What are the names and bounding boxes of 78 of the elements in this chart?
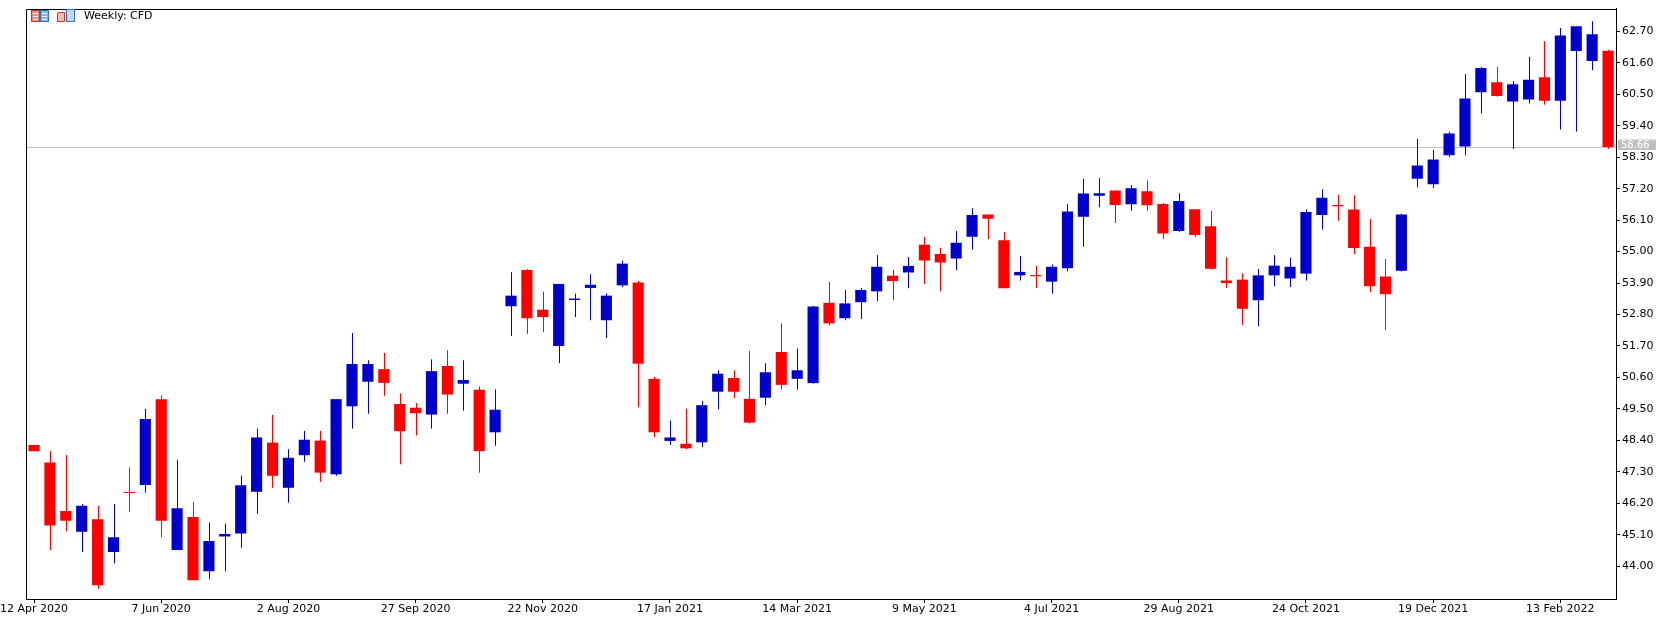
y-tick-label: 44.00 bbox=[1622, 558, 1654, 572]
candlestick bbox=[1507, 80, 1519, 150]
y-tick-label: 60.50 bbox=[1622, 87, 1654, 101]
candlestick bbox=[982, 213, 994, 240]
candlestick bbox=[1093, 177, 1105, 208]
candlestick bbox=[298, 430, 310, 463]
candlestick bbox=[1268, 254, 1280, 287]
y-tick-label: 55.00 bbox=[1622, 244, 1654, 258]
y-tick-label: 47.30 bbox=[1622, 464, 1654, 478]
candlestick bbox=[1077, 178, 1089, 248]
candlestick bbox=[584, 273, 597, 321]
x-tick-label: 27 Sep 2020 bbox=[380, 602, 451, 616]
candlestick bbox=[1491, 66, 1503, 98]
x-tick-label: 12 Apr 2020 bbox=[0, 602, 69, 616]
y-tick-label: 52.80 bbox=[1622, 307, 1654, 321]
candlestick bbox=[1046, 263, 1058, 295]
candlestick bbox=[410, 402, 422, 436]
candlestick bbox=[728, 369, 740, 399]
candlestick bbox=[839, 289, 851, 321]
candlestick bbox=[966, 207, 978, 251]
y-tick-label: 57.20 bbox=[1622, 181, 1654, 195]
candlestick bbox=[823, 281, 835, 326]
y-tick-label: 49.50 bbox=[1622, 401, 1654, 415]
y-tick-label: 51.70 bbox=[1622, 338, 1654, 352]
candlestick bbox=[616, 260, 628, 288]
x-tick-label: 19 Dec 2021 bbox=[1398, 602, 1469, 616]
x-tick-label: 22 Nov 2020 bbox=[507, 602, 579, 616]
x-tick-label: 13 Feb 2022 bbox=[1526, 602, 1595, 616]
candlestick bbox=[1443, 131, 1455, 158]
chart-title: Weekly: CFD bbox=[84, 9, 153, 22]
x-tick-label: 14 Mar 2021 bbox=[762, 602, 833, 616]
candlestick bbox=[1284, 257, 1296, 288]
candlestick bbox=[537, 291, 549, 333]
y-tick-label: 62.70 bbox=[1622, 24, 1654, 38]
x-tick-label: 24 Oct 2021 bbox=[1271, 602, 1340, 616]
candlestick bbox=[1411, 138, 1423, 188]
candlestick bbox=[1125, 184, 1137, 212]
y-tick-label: 59.40 bbox=[1622, 118, 1654, 132]
candlestick bbox=[60, 454, 72, 532]
x-tick-label: 4 Jul 2021 bbox=[1023, 602, 1080, 616]
candlestick bbox=[1220, 256, 1233, 289]
candlestick bbox=[362, 359, 374, 415]
candlestick bbox=[1109, 189, 1121, 224]
x-tick-label: 2 Aug 2020 bbox=[256, 602, 321, 616]
y-tick-label: 46.20 bbox=[1622, 496, 1654, 510]
candlestick bbox=[712, 369, 724, 410]
candlestick bbox=[457, 359, 469, 412]
x-tick-label: 17 Jan 2021 bbox=[637, 602, 703, 616]
candlestick bbox=[1379, 258, 1392, 331]
candlestick bbox=[743, 350, 756, 424]
candlestick bbox=[664, 420, 676, 446]
y-tick-label: 48.40 bbox=[1622, 433, 1654, 447]
x-tick-label: 9 May 2021 bbox=[892, 602, 957, 616]
candlestick bbox=[505, 271, 517, 337]
y-tick-label: 50.60 bbox=[1622, 370, 1654, 384]
y-tick-label: 56.10 bbox=[1622, 213, 1654, 227]
candlestick bbox=[934, 247, 946, 292]
x-tick-label: 29 Aug 2021 bbox=[1143, 602, 1214, 616]
candlestick bbox=[1522, 56, 1535, 105]
candlestick bbox=[855, 287, 867, 320]
x-tick-label: 7 Jun 2020 bbox=[131, 602, 191, 616]
y-tick-label: 58.30 bbox=[1622, 150, 1654, 164]
candlestick bbox=[123, 466, 135, 513]
candlestick bbox=[887, 269, 899, 301]
y-tick-label: 61.60 bbox=[1622, 55, 1654, 69]
candlestick bbox=[902, 256, 915, 289]
candlestick bbox=[950, 230, 962, 271]
ref-line-label: 58.66 bbox=[1621, 138, 1650, 150]
candlestick bbox=[1316, 188, 1328, 231]
candlestick bbox=[918, 236, 930, 285]
y-tick-label: 53.90 bbox=[1622, 275, 1654, 289]
y-tick-label: 45.10 bbox=[1622, 527, 1654, 541]
candlestick bbox=[1141, 179, 1153, 212]
candlestick bbox=[489, 388, 501, 447]
candlestick bbox=[107, 503, 120, 564]
candlestick bbox=[1538, 40, 1551, 106]
candlestick bbox=[791, 348, 803, 391]
candlestick bbox=[378, 352, 390, 397]
